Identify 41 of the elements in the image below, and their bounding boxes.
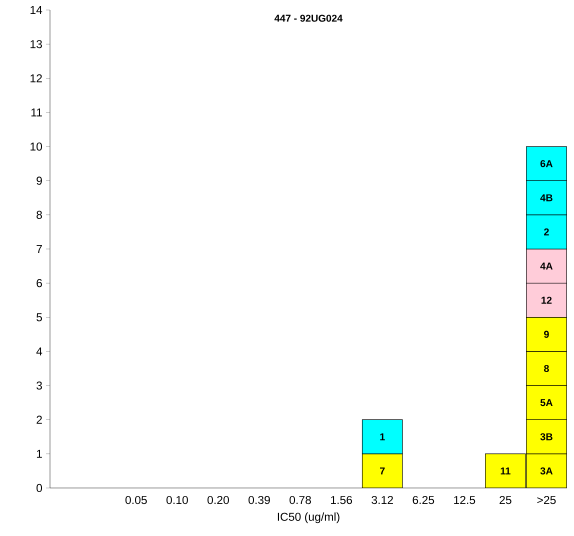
annotation: 9 [544, 330, 549, 338]
x-tick-label: >25 [537, 496, 556, 504]
y-tick-label: 5 [36, 313, 42, 322]
annotation: 4B [540, 194, 552, 202]
y-tick-label: 3 [36, 381, 42, 390]
annotation: 11 [500, 467, 510, 474]
annotation: 3B [540, 433, 552, 440]
y-tick-label: 9 [36, 176, 42, 185]
y-tick-label: 6 [36, 279, 42, 288]
annotation: 5A [540, 399, 553, 406]
x-tick-label: 0.39 [248, 496, 270, 504]
y-tick-label: 12 [30, 74, 42, 82]
annotation: 1 [380, 433, 385, 440]
annotation: 4A [540, 262, 553, 270]
x-tick-label: 0.10 [166, 496, 188, 504]
annotation: 7 [380, 467, 385, 474]
y-tick-label: 14 [30, 6, 42, 14]
y-tick-label: 4 [36, 347, 42, 356]
annotation: 12 [542, 296, 552, 304]
x-tick-label: 0.78 [290, 496, 311, 504]
y-tick-label: 11 [31, 108, 42, 116]
x-tick-label: 0.20 [207, 496, 229, 504]
annotation: 8 [544, 364, 549, 372]
y-tick-label: 0 [36, 484, 42, 492]
y-tick-label: 7 [36, 245, 42, 253]
y-tick-label: 2 [36, 416, 42, 424]
annotation: 2 [544, 228, 549, 236]
annotation: 6A [540, 160, 553, 168]
x-tick-label: 12.5 [454, 496, 476, 504]
y-tick-label: 13 [30, 40, 42, 48]
y-tick-label: 8 [36, 210, 42, 219]
x-tick-label: 25 [500, 496, 512, 504]
x-tick-label: 3.12 [372, 496, 393, 504]
x-tick-label: 1.56 [331, 496, 352, 504]
x-axis-title: IC50 (ug/ml) [278, 512, 340, 524]
x-tick-label: 6.25 [412, 496, 434, 504]
x-tick-label: 0.05 [125, 496, 147, 504]
annotation: 3A [540, 467, 553, 474]
y-tick-label: 1 [36, 450, 42, 458]
chart-title: 447 - 92UG024 [274, 14, 343, 22]
y-tick-label: 10 [30, 142, 42, 151]
